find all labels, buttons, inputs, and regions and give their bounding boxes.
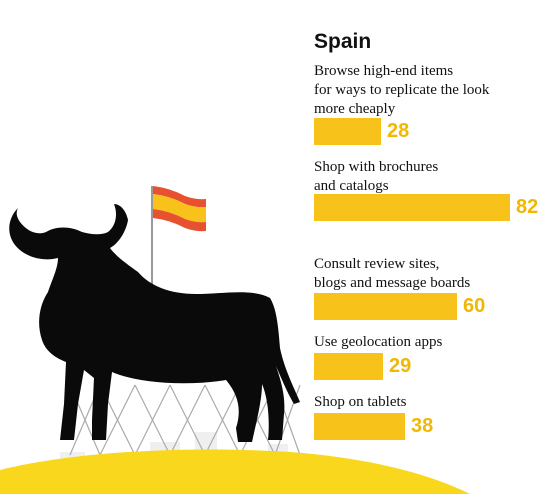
category-label: Shop on tablets (314, 394, 407, 410)
value-label: 60 (463, 295, 486, 317)
bar (314, 118, 381, 145)
bar (314, 293, 457, 320)
bar (314, 353, 383, 380)
flag-yellow-middle (153, 194, 206, 223)
value-label: 38 (411, 415, 434, 437)
bull-silhouette (9, 204, 300, 442)
chart-title: Spain (314, 30, 372, 53)
value-label: 82 (516, 196, 539, 218)
value-label: 28 (387, 120, 410, 142)
category-label: Browse high-end items for ways to replic… (314, 63, 490, 117)
flag (151, 186, 206, 300)
category-label: Shop with brochures and catalogs (314, 159, 439, 194)
value-label: 29 (389, 355, 412, 377)
billboard-scaffold (69, 384, 301, 456)
hill (0, 449, 470, 494)
bar (314, 194, 510, 221)
category-label: Consult review sites, blogs and message … (314, 256, 471, 291)
category-label: Use geolocation apps (314, 334, 443, 350)
flag-red-bottom (153, 209, 206, 232)
bar (314, 413, 405, 440)
flag-red-top (153, 186, 206, 208)
